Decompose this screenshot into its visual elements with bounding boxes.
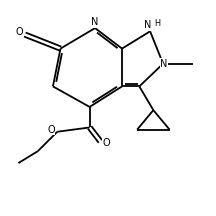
Text: N: N [144, 20, 152, 30]
Text: H: H [154, 19, 160, 28]
Text: O: O [103, 138, 110, 148]
Text: N: N [91, 17, 99, 27]
Text: O: O [47, 125, 55, 135]
Text: O: O [16, 27, 23, 37]
Text: N: N [160, 59, 168, 69]
